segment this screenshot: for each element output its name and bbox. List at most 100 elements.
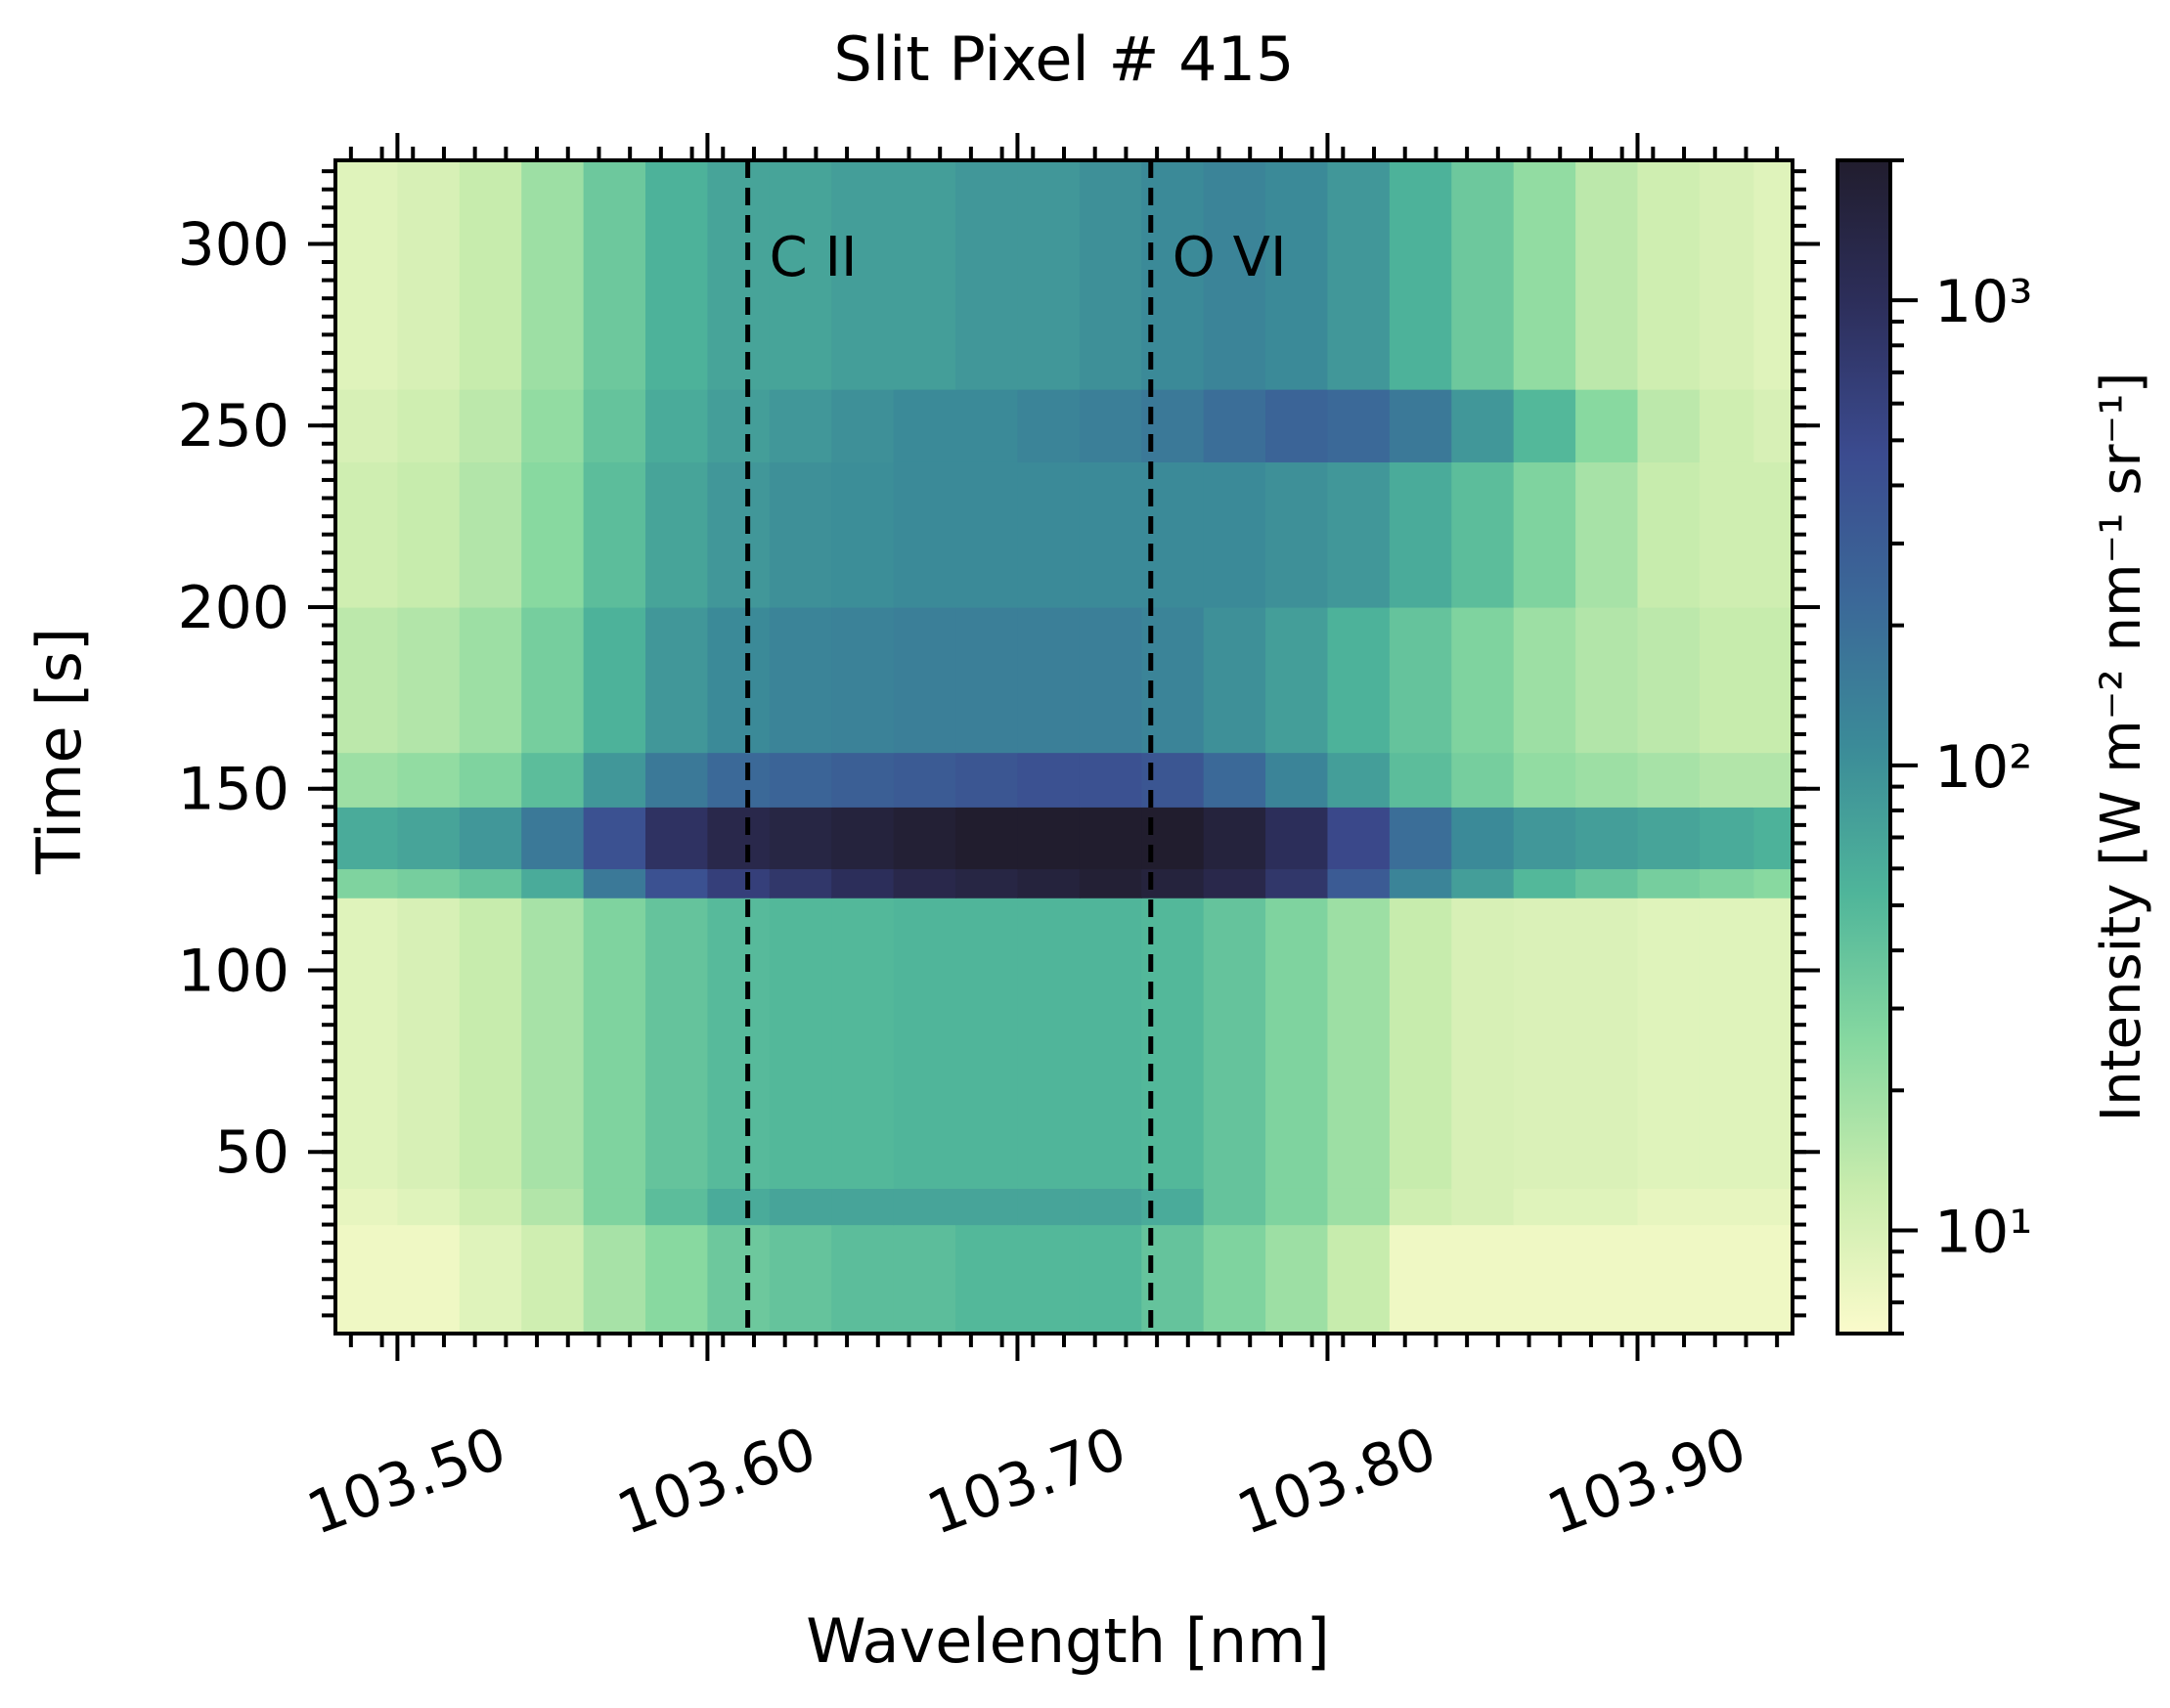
y-tick-label: 100 bbox=[177, 937, 289, 1005]
heatmap-cell bbox=[583, 1188, 646, 1226]
heatmap-cell bbox=[1327, 868, 1391, 898]
heatmap-cell bbox=[583, 160, 646, 390]
heatmap-cell bbox=[1637, 606, 1701, 754]
heatmap-cell bbox=[1079, 868, 1142, 898]
heatmap-cell bbox=[1699, 1224, 1754, 1335]
heatmap-cell bbox=[1637, 898, 1701, 1189]
heatmap-cell bbox=[397, 389, 461, 462]
heatmap-cell bbox=[1699, 898, 1754, 1189]
heatmap-cell bbox=[1389, 389, 1452, 462]
heatmap-cell bbox=[583, 868, 646, 898]
colorbar-tick-label: 10¹ bbox=[1934, 1198, 2032, 1266]
x-axis-label: Wavelength [nm] bbox=[806, 1605, 1330, 1677]
heatmap-cell bbox=[1203, 1188, 1266, 1226]
heatmap-cell bbox=[1513, 868, 1576, 898]
heatmap-cell bbox=[1203, 898, 1266, 1189]
heatmap-cell bbox=[1699, 389, 1754, 462]
heatmap-cell bbox=[955, 1224, 1019, 1335]
heatmap-cell bbox=[335, 807, 399, 870]
heatmap-cell bbox=[1389, 898, 1452, 1189]
colorbar bbox=[1836, 158, 1892, 1336]
heatmap-cell bbox=[1637, 1188, 1701, 1226]
heatmap-cell bbox=[1327, 606, 1391, 754]
heatmap-cell bbox=[893, 389, 956, 462]
heatmap-cell bbox=[1079, 461, 1142, 608]
colorbar-tick-label: 10³ bbox=[1934, 268, 2032, 336]
heatmap-cell bbox=[1451, 160, 1515, 390]
heatmap-cell bbox=[1017, 752, 1081, 808]
heatmap-cell bbox=[1017, 807, 1081, 870]
reference-line-label: O VI bbox=[1173, 226, 1287, 289]
heatmap-cell bbox=[335, 1224, 399, 1335]
heatmap-cell bbox=[955, 1188, 1019, 1226]
heatmap-cell bbox=[893, 1188, 956, 1226]
heatmap-cell bbox=[831, 868, 895, 898]
heatmap-cell bbox=[583, 1224, 646, 1335]
heatmap-cell bbox=[1265, 606, 1329, 754]
heatmap-cell bbox=[831, 752, 895, 808]
heatmap-cell bbox=[521, 389, 585, 462]
heatmap-cell bbox=[1389, 752, 1452, 808]
heatmap-cell bbox=[769, 461, 832, 608]
heatmap-cell bbox=[397, 752, 461, 808]
heatmap-cell bbox=[707, 752, 771, 808]
heatmap-cell bbox=[1079, 1188, 1142, 1226]
heatmap-cell bbox=[707, 160, 771, 390]
heatmap-cell bbox=[459, 389, 522, 462]
heatmap-cell bbox=[1699, 807, 1754, 870]
heatmap-cell bbox=[769, 868, 832, 898]
heatmap-cell bbox=[1265, 160, 1329, 390]
heatmap-cell bbox=[893, 606, 956, 754]
heatmap-cell bbox=[1017, 1188, 1081, 1226]
heatmap-cell bbox=[769, 389, 832, 462]
heatmap-cell bbox=[769, 606, 832, 754]
heatmap-cell bbox=[1753, 160, 1794, 390]
heatmap-cell bbox=[893, 752, 956, 808]
heatmap-cell bbox=[1327, 807, 1391, 870]
y-tick-label: 150 bbox=[177, 756, 289, 824]
heatmap-cell bbox=[955, 606, 1019, 754]
heatmap-cell bbox=[1265, 868, 1329, 898]
heatmap-cell bbox=[645, 752, 709, 808]
heatmap-cell bbox=[1513, 1188, 1576, 1226]
heatmap-cell bbox=[893, 898, 956, 1189]
heatmap-cell bbox=[459, 868, 522, 898]
heatmap-cell bbox=[397, 160, 461, 390]
y-axis-label: Time [s] bbox=[23, 628, 95, 875]
heatmap-cell bbox=[1389, 1224, 1452, 1335]
heatmap-cell bbox=[707, 606, 771, 754]
heatmap-cell bbox=[459, 461, 522, 608]
heatmap-cell bbox=[397, 807, 461, 870]
heatmap-cell bbox=[1265, 1188, 1329, 1226]
heatmap-cell bbox=[1327, 752, 1391, 808]
heatmap-cell bbox=[707, 389, 771, 462]
heatmap-cell bbox=[1699, 461, 1754, 608]
heatmap-cell bbox=[1203, 389, 1266, 462]
heatmap-cell bbox=[1017, 868, 1081, 898]
heatmap-cell bbox=[1265, 1224, 1329, 1335]
heatmap-cell bbox=[1575, 752, 1639, 808]
heatmap-cell bbox=[335, 461, 399, 608]
heatmap-cell bbox=[1451, 1188, 1515, 1226]
heatmap-cell bbox=[459, 807, 522, 870]
heatmap-cell bbox=[893, 461, 956, 608]
heatmap-cell bbox=[769, 1188, 832, 1226]
heatmap-cell bbox=[1513, 389, 1576, 462]
heatmap-cell bbox=[459, 898, 522, 1189]
heatmap-cell bbox=[1451, 752, 1515, 808]
heatmap-cell bbox=[1203, 461, 1266, 608]
heatmap-cell bbox=[707, 868, 771, 898]
reference-line-label: C II bbox=[770, 226, 858, 289]
heatmap-cell bbox=[1451, 461, 1515, 608]
y-tick-label: 300 bbox=[177, 210, 289, 279]
heatmap-cell bbox=[1575, 868, 1639, 898]
heatmap-cell bbox=[1451, 898, 1515, 1189]
heatmap-cell bbox=[1203, 807, 1266, 870]
heatmap-cell bbox=[1203, 160, 1266, 390]
heatmap-cell bbox=[1575, 389, 1639, 462]
heatmap-cell bbox=[1753, 1188, 1794, 1226]
heatmap-cell bbox=[1513, 1224, 1576, 1335]
heatmap-cell bbox=[1017, 1224, 1081, 1335]
heatmap-cell bbox=[707, 807, 771, 870]
heatmap-cells bbox=[335, 160, 1794, 1335]
